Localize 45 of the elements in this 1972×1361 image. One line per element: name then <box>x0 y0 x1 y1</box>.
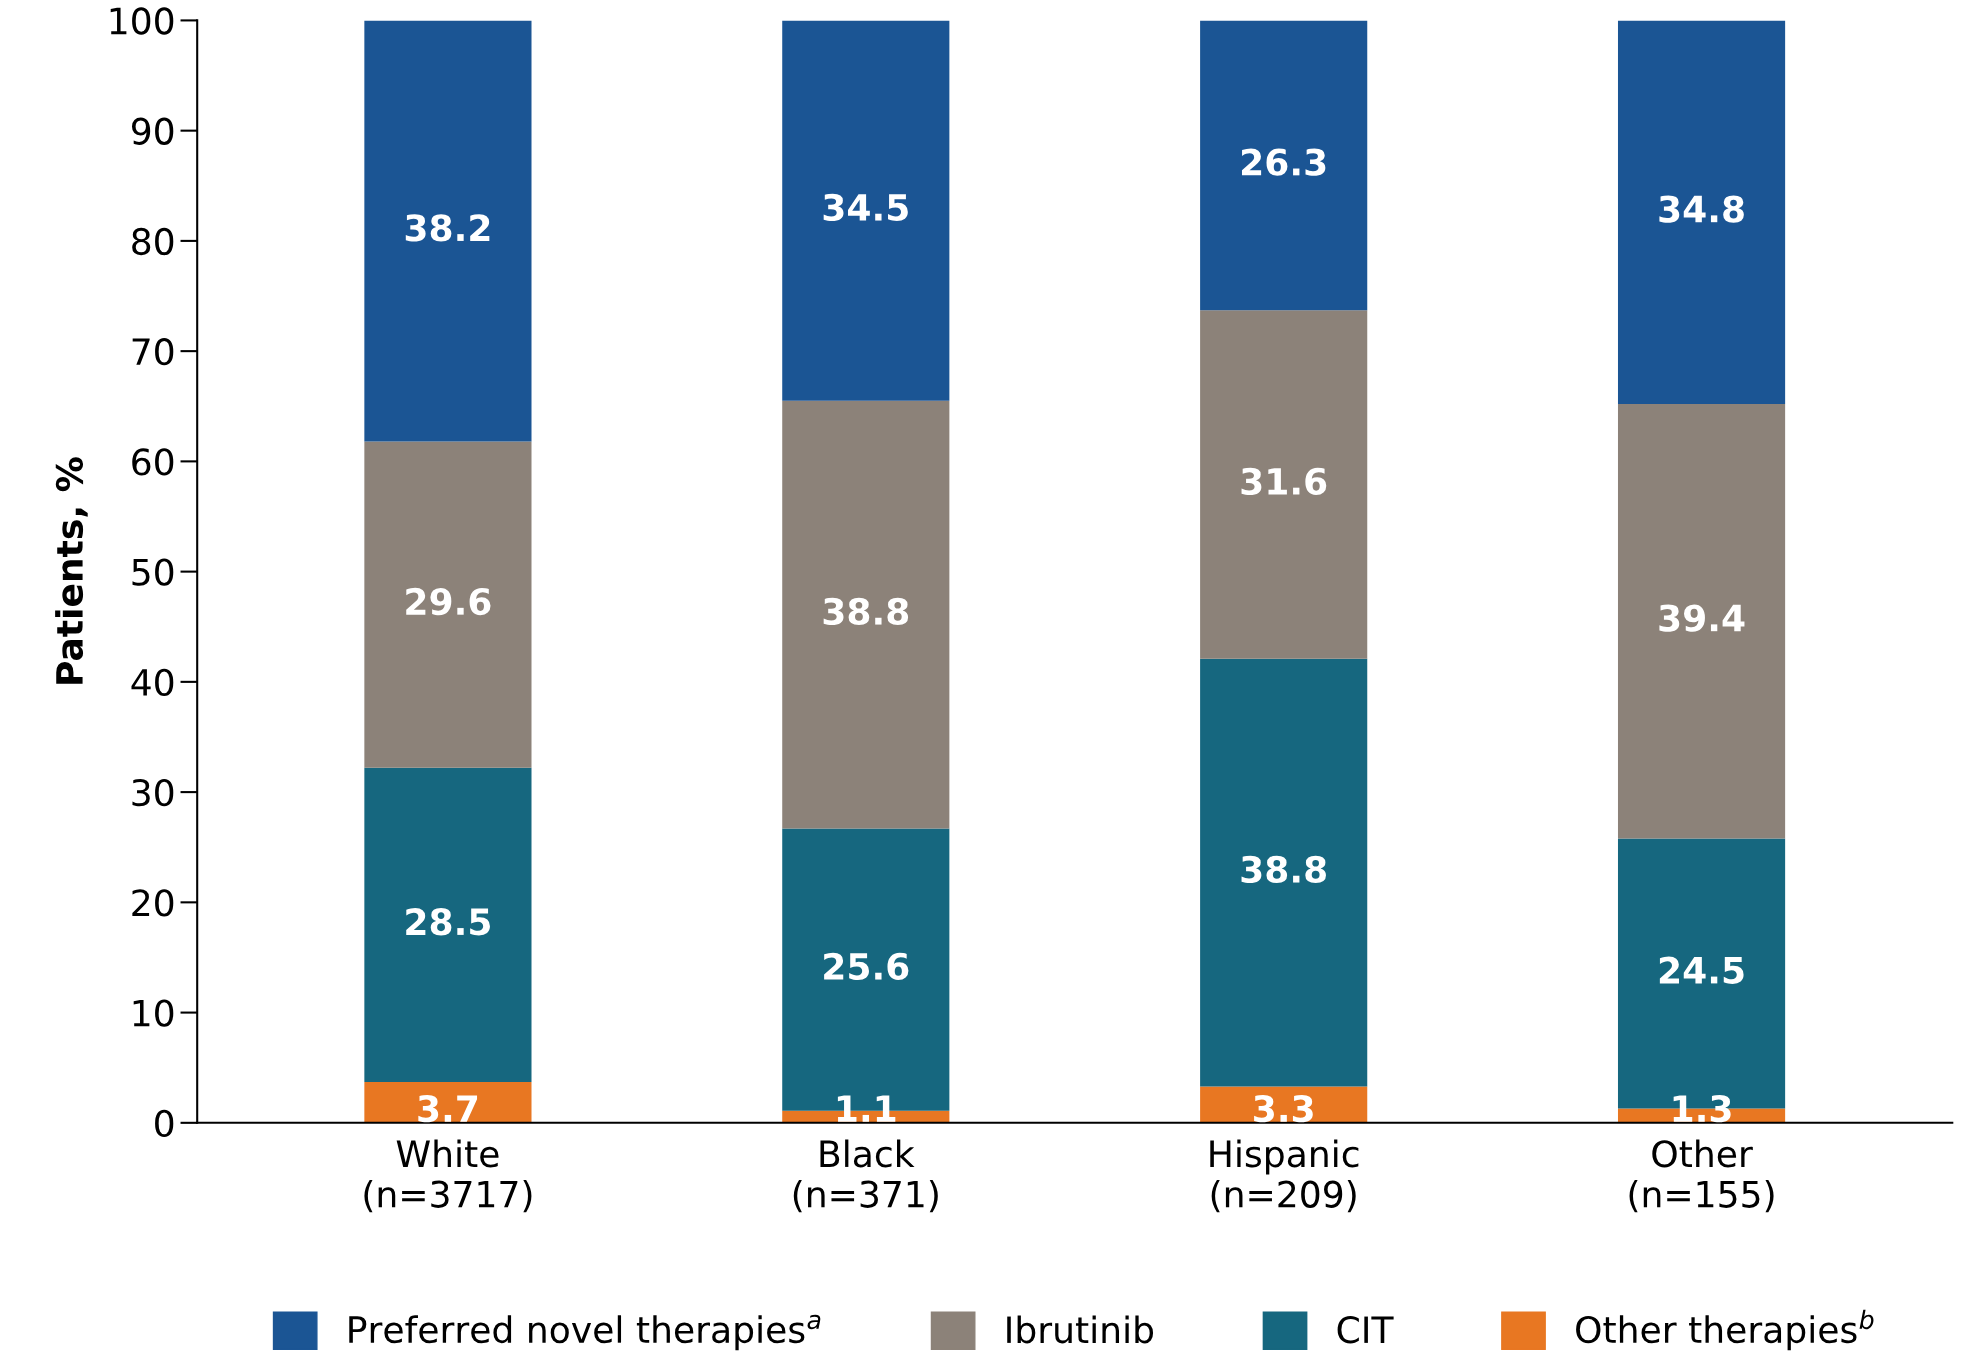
bar <box>364 20 532 442</box>
y-tick-label: 100 <box>110 7 174 35</box>
data-label: 29.6 <box>406 587 491 616</box>
y-axis-title: Patients, % <box>55 457 88 684</box>
legend-label: Preferred novel therapies$^{a}$ <box>349 1314 821 1351</box>
bar <box>1617 20 1786 405</box>
data-label: 28.5 <box>406 908 490 936</box>
y-tick-label: 20 <box>132 889 174 917</box>
bar <box>1200 310 1368 659</box>
legend-label: CIT <box>1337 1316 1394 1344</box>
bar <box>1200 658 1368 1087</box>
legend-label: Ibrutinib <box>1007 1315 1154 1344</box>
data-label: 39.4 <box>1659 604 1745 632</box>
y-tick-label: 90 <box>131 117 174 145</box>
x-tick-label: White (n=3717) <box>364 1139 532 1213</box>
x-tick-label: Hispanic (n=209) <box>1210 1139 1359 1213</box>
data-label: 26.3 <box>1241 148 1326 176</box>
data-label: 3.7 <box>418 1094 478 1123</box>
data-label: 38.8 <box>823 597 909 626</box>
legend-label: Other therapies$^{b}$ <box>1576 1309 1874 1351</box>
x-tick-label: Black (n=371) <box>793 1139 938 1213</box>
y-tick-label: 10 <box>133 999 174 1027</box>
bar <box>1617 404 1786 839</box>
bar <box>1200 20 1368 311</box>
data-label: 25.6 <box>824 952 909 981</box>
data-label: 24.5 <box>1659 956 1744 984</box>
y-tick-label: 70 <box>132 338 174 366</box>
data-label: 38.8 <box>1241 855 1326 884</box>
bar <box>364 441 532 768</box>
data-label: 38.2 <box>405 214 490 242</box>
y-tick-label: 80 <box>132 227 174 256</box>
data-label: 3.3 <box>1254 1094 1313 1123</box>
data-label: 34.8 <box>1659 195 1744 223</box>
data-label: 34.5 <box>823 193 908 222</box>
y-tick-label: 40 <box>131 668 174 697</box>
bar <box>364 767 532 1083</box>
bar <box>782 20 950 401</box>
data-label: 31.6 <box>1241 467 1327 496</box>
y-tick-label: 50 <box>132 558 174 586</box>
y-tick-label: 60 <box>132 448 174 476</box>
bar <box>364 1082 532 1123</box>
y-tick-label: 30 <box>132 779 174 807</box>
x-tick-label: Other (n=155) <box>1629 1139 1774 1213</box>
y-tick-label: 0 <box>155 1109 174 1138</box>
bar <box>782 400 950 829</box>
